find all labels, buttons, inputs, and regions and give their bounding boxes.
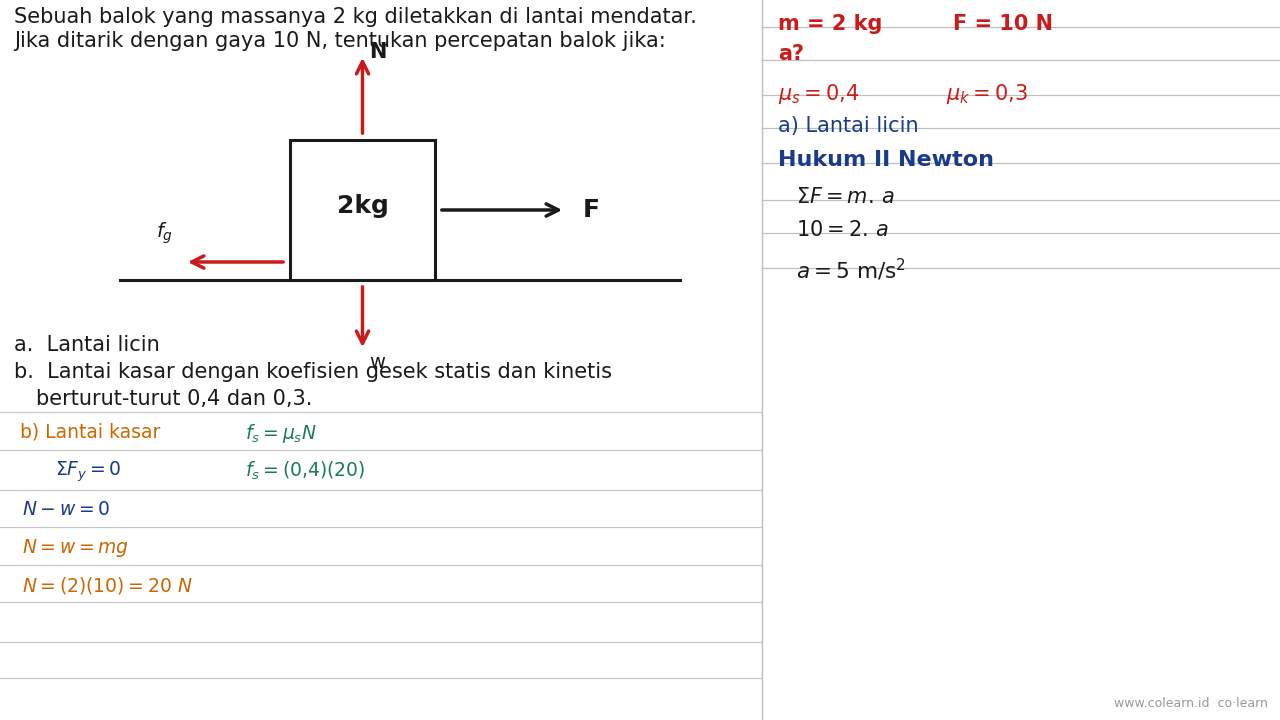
Text: b) Lantai kasar: b) Lantai kasar (20, 422, 160, 441)
Text: $f_g$: $f_g$ (156, 220, 173, 246)
Text: m = 2 kg: m = 2 kg (778, 14, 882, 34)
Text: $\Sigma F_y = 0$: $\Sigma F_y = 0$ (55, 460, 122, 485)
Text: $N - w = 0$: $N - w = 0$ (22, 500, 110, 519)
Text: w: w (370, 353, 385, 372)
Text: F = 10 N: F = 10 N (954, 14, 1053, 34)
Text: 2kg: 2kg (337, 194, 388, 218)
Text: $N = w = mg$: $N = w = mg$ (22, 537, 129, 559)
Text: $\mu_s = 0{,}4$: $\mu_s = 0{,}4$ (778, 82, 859, 106)
Text: $10 = 2.\,a$: $10 = 2.\,a$ (796, 220, 890, 240)
Text: $\Sigma F = m.\,a$: $\Sigma F = m.\,a$ (796, 187, 895, 207)
Text: N: N (370, 42, 387, 62)
Text: berturut-turut 0,4 dan 0,3.: berturut-turut 0,4 dan 0,3. (36, 389, 312, 409)
Text: www.colearn.id  co·learn: www.colearn.id co·learn (1114, 697, 1268, 710)
Text: Hukum II Newton: Hukum II Newton (778, 150, 995, 170)
Bar (291, 140, 435, 280)
Text: a) Lantai licin: a) Lantai licin (778, 116, 919, 136)
Text: F: F (582, 198, 600, 222)
Text: $f_s = \mu_s N$: $f_s = \mu_s N$ (244, 422, 317, 445)
Text: $\mu_k = 0{,}3$: $\mu_k = 0{,}3$ (946, 82, 1028, 106)
Text: $N = (2)(10) = 20\ N$: $N = (2)(10) = 20\ N$ (22, 575, 192, 596)
Text: a.  Lantai licin: a. Lantai licin (14, 335, 160, 355)
Text: b.  Lantai kasar dengan koefisien gesek statis dan kinetis: b. Lantai kasar dengan koefisien gesek s… (14, 362, 612, 382)
Text: $f_s = (0{,}4)(20)$: $f_s = (0{,}4)(20)$ (244, 460, 365, 482)
Text: Jika ditarik dengan gaya 10 N, tentukan percepatan balok jika:: Jika ditarik dengan gaya 10 N, tentukan … (14, 31, 666, 51)
Text: a?: a? (778, 44, 804, 64)
Text: $a = 5\ \mathrm{m/s^2}$: $a = 5\ \mathrm{m/s^2}$ (796, 257, 906, 283)
Text: Sebuah balok yang massanya 2 kg diletakkan di lantai mendatar.: Sebuah balok yang massanya 2 kg diletakk… (14, 7, 696, 27)
